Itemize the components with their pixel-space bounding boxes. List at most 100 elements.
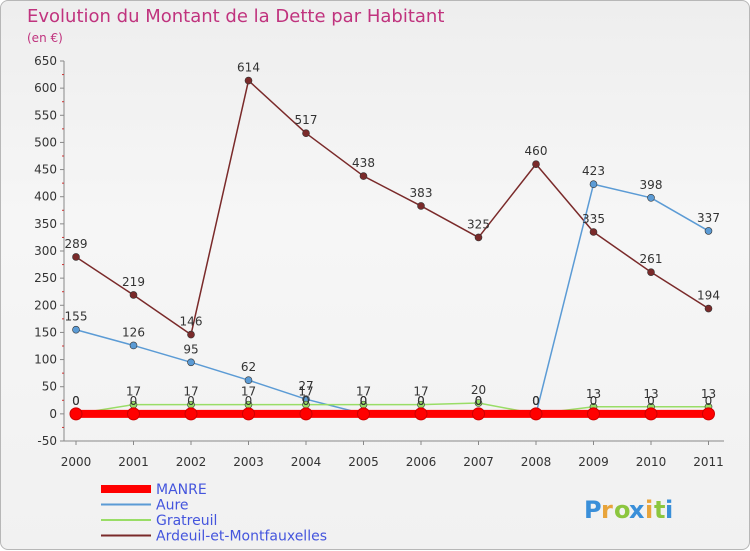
data-point [474,399,483,407]
logo-letter: i [665,496,673,524]
y-tick-label: 400 [34,190,57,204]
y-tick-label: 250 [34,271,57,285]
data-label: 219 [122,275,145,289]
logo-letter: P [584,496,602,524]
data-label: 289 [65,237,88,251]
data-point [129,341,138,350]
data-label: 0 [532,394,540,408]
y-tick-label: 150 [34,325,57,339]
data-point [69,407,83,421]
y-tick-label: 300 [34,244,57,258]
data-label: 27 [298,379,313,393]
logo-letter: t [654,496,665,524]
data-label: 0 [532,394,540,408]
data-point [704,304,713,313]
y-tick-label: 0 [49,407,57,421]
legend-item: Gratreuil [156,513,217,529]
data-point [414,407,428,421]
data-label: 438 [352,156,375,170]
data-point [647,194,655,202]
data-point [417,202,425,210]
y-tick-label: 200 [34,298,57,312]
data-point [704,227,713,235]
data-label: 337 [697,211,720,225]
y-tick-label: 550 [34,108,57,122]
data-label: 0 [130,394,138,408]
x-tick-label: 2009 [578,455,609,469]
data-point [187,330,195,339]
data-point [129,291,138,299]
y-tick-label: 50 [42,380,57,394]
data-point [72,325,80,334]
data-point [184,407,198,421]
data-point [127,407,140,421]
x-tick-label: 2002 [176,455,207,469]
series-line-aure [75,183,710,415]
legend-item: MANRE [156,482,207,498]
data-point [357,407,370,421]
x-tick-label: 2007 [463,455,494,469]
data-point [72,253,80,261]
data-point [587,407,600,421]
data-label: 17 [126,385,141,399]
data-label: 13 [643,387,658,401]
legend: MANREAureGratreuilArdeuil-et-Montfauxell… [101,482,327,545]
data-point [299,407,313,421]
data-label: 126 [122,325,145,339]
legend-item: Aure [156,498,189,514]
data-point [302,129,310,137]
data-label: 614 [237,61,260,75]
data-label: 17 [413,385,428,399]
data-label: 0 [417,394,425,408]
x-tick-label: 2005 [348,455,379,469]
data-point [472,407,485,421]
y-tick-label: 650 [34,54,57,68]
data-point [532,160,540,168]
data-label: 20 [471,383,486,397]
data-label: 146 [180,315,203,329]
data-label: 423 [582,164,605,178]
data-label: 398 [640,178,663,192]
data-label: 335 [582,212,605,226]
x-tick-label: 2004 [291,455,322,469]
data-label: 517 [295,113,318,127]
data-label: 13 [586,387,601,401]
x-tick-label: 2006 [406,455,437,469]
data-label: 0 [532,394,540,408]
logo-letter: o [614,496,631,524]
data-point [187,358,195,367]
x-tick-label: 2008 [521,455,552,469]
data-label: 0 [302,394,310,408]
data-label: 383 [410,186,433,200]
y-tick-label: 350 [34,217,57,231]
logo-letter: x [629,496,645,524]
data-point [359,172,368,180]
data-point [529,407,543,421]
data-point [244,376,253,385]
data-point [474,233,483,242]
series-line-gratreuil [75,402,710,415]
x-tick-label: 2010 [636,455,667,469]
data-label: 0 [417,394,425,408]
data-label: 0 [475,394,483,408]
data-label: 325 [467,217,490,231]
y-tick-label: 500 [34,135,57,149]
logo-letter: r [601,496,613,524]
data-label: 0 [72,394,80,408]
data-label: 0 [360,394,368,408]
data-label: 13 [701,387,716,401]
y-tick-label: 100 [34,353,57,367]
y-tick-label: 600 [34,81,57,95]
chart-title: Evolution du Montant de la Dette par Hab… [27,6,444,27]
series-layer [69,76,715,421]
data-label: 0 [475,394,483,408]
data-label: 460 [525,144,548,158]
series-line-ardeuil-et-montfauxelles [75,79,710,336]
data-point [644,407,658,421]
data-label: 0 [647,394,655,408]
data-label: 194 [697,289,720,303]
axes: -500501001502002503003504004505005506006… [34,54,724,469]
